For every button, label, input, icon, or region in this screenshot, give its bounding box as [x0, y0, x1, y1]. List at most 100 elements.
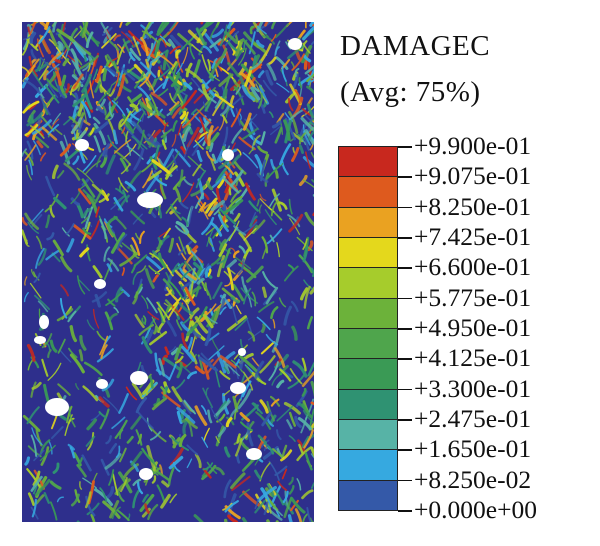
damage-crack-segment [141, 317, 147, 325]
damage-crack-segment [132, 489, 140, 509]
damage-crack-segment [232, 78, 240, 88]
damage-crack-segment [116, 43, 125, 54]
damage-crack-segment [287, 264, 295, 271]
damage-crack-segment [38, 86, 45, 99]
damage-crack-segment [113, 196, 124, 212]
damage-crack-segment [89, 58, 96, 76]
damage-crack-segment [145, 30, 150, 40]
damage-crack-segment [171, 386, 183, 403]
damage-crack-segment [39, 152, 47, 162]
damage-crack-segment [121, 122, 126, 134]
damage-crack-segment [80, 71, 88, 85]
damage-crack-segment [254, 154, 264, 177]
damage-crack-segment [35, 235, 43, 250]
damage-crack-segment [174, 225, 188, 236]
damage-crack-segment [132, 36, 142, 57]
damage-crack-segment [101, 378, 115, 392]
damage-crack-segment [232, 284, 245, 302]
damage-crack-segment [141, 381, 158, 398]
damage-crack-segment [230, 296, 240, 304]
damage-crack-segment [168, 455, 184, 470]
damage-crack-segment [113, 139, 132, 154]
damage-crack-segment [160, 128, 173, 138]
damage-crack-segment [310, 380, 314, 398]
damage-crack-segment [224, 280, 232, 287]
damage-crack-segment [283, 119, 291, 141]
damage-crack-segment [214, 47, 228, 69]
damage-crack-segment [236, 454, 241, 464]
damage-crack-segment [41, 358, 49, 377]
damage-crack-segment [105, 435, 112, 445]
damage-crack-segment [81, 454, 92, 472]
damage-crack-segment [275, 56, 289, 70]
damage-crack-segment [216, 351, 227, 374]
damage-crack-segment [99, 487, 108, 502]
damage-crack-segment [229, 95, 235, 106]
damage-crack-segment [182, 124, 190, 134]
damage-crack-segment [33, 272, 41, 284]
damage-crack-segment [223, 479, 232, 499]
damage-crack-segment [233, 161, 247, 175]
damage-crack-segment [302, 513, 309, 522]
legend-swatch [338, 146, 398, 178]
damage-crack-segment [217, 27, 236, 46]
damage-crack-segment [238, 245, 247, 254]
damage-crack-segment [85, 495, 96, 517]
damage-field [22, 22, 314, 522]
damage-crack-segment [165, 197, 179, 214]
damage-crack-segment [184, 260, 191, 270]
damage-crack-segment [22, 414, 41, 432]
damage-crack-segment [56, 43, 62, 56]
damage-crack-segment [276, 113, 285, 124]
damage-crack-segment [262, 271, 276, 289]
damage-crack-segment [259, 355, 276, 374]
damage-crack-segment [250, 212, 257, 224]
damage-crack-segment [194, 453, 202, 469]
damage-crack-segment [57, 41, 64, 51]
damage-crack-segment [261, 411, 272, 427]
damage-crack-segment [186, 370, 198, 380]
damage-crack-segment [200, 352, 212, 364]
damage-crack-segment [26, 343, 36, 362]
damage-crack-segment [294, 89, 301, 105]
damage-crack-segment [157, 54, 175, 68]
damage-crack-segment [234, 39, 244, 57]
damage-crack-segment [157, 307, 166, 323]
damage-crack-segment [23, 79, 41, 94]
damage-crack-segment [303, 285, 311, 309]
legend-swatch [338, 358, 398, 390]
damage-crack-segment [141, 507, 151, 518]
damage-crack-segment [301, 44, 313, 64]
damage-crack-segment [29, 282, 42, 299]
damage-crack-segment [223, 366, 230, 374]
damage-crack-segment [26, 140, 34, 160]
damage-crack-segment [64, 414, 73, 436]
damage-crack-segment [44, 341, 51, 351]
damage-crack-segment [66, 238, 75, 253]
damage-crack-segment [195, 141, 204, 150]
damage-crack-segment [31, 498, 37, 518]
legend-tick-label: +0.000e+00 [414, 495, 537, 524]
damage-crack-segment [92, 116, 101, 125]
damage-crack-segment [99, 408, 110, 430]
damage-crack-segment [241, 380, 252, 398]
damage-crack-segment [79, 55, 99, 70]
damage-crack-segment [135, 75, 147, 84]
damage-crack-segment [103, 246, 111, 262]
damage-crack-segment [172, 120, 178, 132]
damage-crack-segment [251, 291, 257, 307]
damage-crack-segment [44, 85, 60, 104]
damage-crack-segment [273, 347, 286, 369]
damage-crack-segment [129, 103, 139, 112]
damage-crack-segment [254, 498, 259, 510]
damage-crack-segment [213, 400, 231, 418]
damage-crack-segment [70, 493, 80, 507]
damage-crack-segment [57, 383, 71, 396]
damage-crack-segment [79, 247, 90, 258]
damage-crack-segment [242, 152, 259, 169]
damage-crack-segment [262, 79, 277, 97]
damage-crack-segment [167, 296, 182, 313]
legend-tick-label: +2.475e-01 [414, 404, 532, 433]
damage-crack-segment [176, 410, 183, 424]
damage-crack-segment [24, 124, 39, 137]
